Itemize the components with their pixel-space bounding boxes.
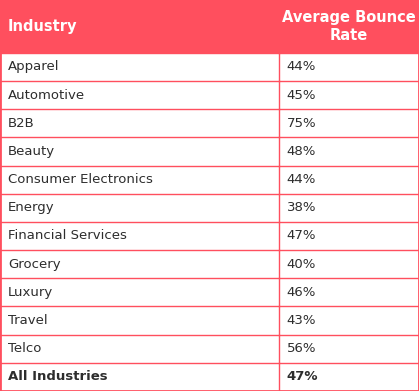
Bar: [0, 278, 419, 307]
Text: 48%: 48%: [287, 145, 316, 158]
Text: 40%: 40%: [287, 258, 316, 271]
Text: 38%: 38%: [287, 201, 316, 214]
Bar: [0, 53, 419, 81]
Text: 46%: 46%: [287, 286, 316, 299]
Text: All Industries: All Industries: [8, 370, 108, 384]
Text: 47%: 47%: [287, 230, 316, 242]
Bar: [0, 307, 419, 335]
Bar: [0, 165, 419, 194]
Bar: [0, 335, 419, 363]
Text: Beauty: Beauty: [8, 145, 55, 158]
Bar: [0, 222, 419, 250]
Text: Grocery: Grocery: [8, 258, 61, 271]
Text: Average Bounce
Rate: Average Bounce Rate: [282, 10, 416, 43]
Text: 75%: 75%: [287, 117, 316, 130]
Text: 44%: 44%: [287, 60, 316, 74]
Text: Travel: Travel: [8, 314, 48, 327]
Bar: [0, 194, 419, 222]
Text: Consumer Electronics: Consumer Electronics: [8, 173, 153, 186]
Text: Apparel: Apparel: [8, 60, 59, 74]
Bar: [0, 81, 419, 109]
Text: 44%: 44%: [287, 173, 316, 186]
Bar: [0, 109, 419, 137]
Bar: [0, 363, 419, 391]
Text: 56%: 56%: [287, 342, 316, 355]
Text: 43%: 43%: [287, 314, 316, 327]
Text: Financial Services: Financial Services: [8, 230, 127, 242]
Text: Automotive: Automotive: [8, 89, 85, 102]
Bar: [0, 137, 419, 165]
Text: Industry: Industry: [8, 19, 78, 34]
Text: B2B: B2B: [8, 117, 35, 130]
Text: Luxury: Luxury: [8, 286, 53, 299]
Text: 47%: 47%: [287, 370, 318, 384]
Bar: [0, 0, 419, 53]
Text: Telco: Telco: [8, 342, 41, 355]
Text: 45%: 45%: [287, 89, 316, 102]
Bar: [0, 250, 419, 278]
Text: Energy: Energy: [8, 201, 54, 214]
